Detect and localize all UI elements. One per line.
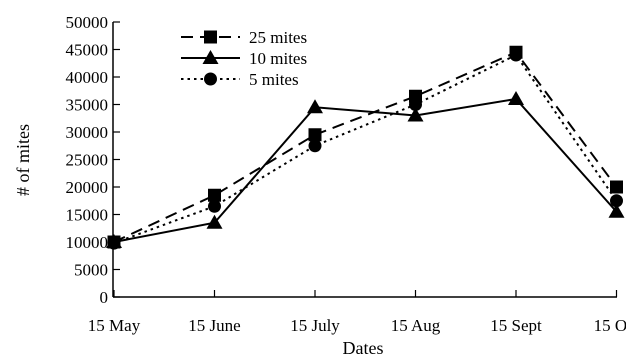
series-line [113, 51, 618, 243]
data-point [509, 48, 523, 62]
data-point [308, 128, 322, 142]
series-line [113, 97, 618, 243]
legend-item: 25 mites [181, 28, 307, 47]
y-axis-title: # of mites [13, 124, 33, 196]
y-tick-label: 40000 [66, 68, 109, 87]
series-line [113, 53, 618, 245]
data-point [610, 194, 623, 208]
series-2 [107, 48, 623, 250]
y-tick-label: 30000 [66, 123, 109, 142]
y-tick-label: 0 [100, 288, 109, 307]
series-layer [106, 45, 625, 250]
legend-item: 10 mites [181, 49, 307, 68]
data-point [407, 107, 424, 122]
axes [112, 22, 617, 298]
data-point [208, 199, 221, 213]
legend-swatch-marker [204, 72, 217, 86]
y-tick-label: 15000 [66, 206, 109, 225]
y-tick-label: 50000 [66, 13, 109, 32]
x-tick-label: 15 May [88, 316, 141, 335]
y-tick-label: 20000 [66, 178, 109, 197]
legend-label: 10 mites [249, 49, 307, 68]
legend: 25 mites 10 mites 5 mites [181, 28, 307, 89]
series-1 [106, 91, 625, 248]
x-tick-label: 15 July [290, 316, 340, 335]
y-tick-label: 25000 [66, 151, 109, 170]
x-tick-label: 15 Oct [594, 316, 626, 335]
x-axis-title: Dates [343, 338, 384, 358]
legend-swatch-marker [202, 50, 219, 64]
legend-label: 5 mites [249, 70, 299, 89]
x-tick-label: 15 Aug [391, 316, 441, 335]
data-point [608, 203, 625, 218]
y-tick-label: 45000 [66, 41, 109, 60]
x-tick-label: 15 Sept [490, 316, 542, 335]
data-point [208, 188, 221, 202]
y-tick-label: 10000 [66, 233, 109, 252]
x-tick-label: 15 June [188, 316, 240, 335]
data-point [206, 214, 223, 229]
data-point [307, 99, 323, 114]
y-tick-label: 35000 [66, 96, 109, 115]
data-point [508, 91, 524, 105]
series-0 [107, 45, 623, 249]
data-point [308, 139, 322, 153]
legend-item: 5 mites [181, 70, 299, 89]
legend-label: 25 mites [249, 28, 307, 47]
y-tick-label: 5000 [74, 261, 108, 280]
data-point [107, 236, 121, 250]
x-ticks: 15 May 15 June 15 July 15 Aug 15 Sept 15 Oct [88, 290, 626, 335]
data-point [409, 98, 422, 111]
data-point [610, 180, 623, 194]
y-ticks: 0 5000 10000 15000 20000 25000 30000 35000 40000… [66, 13, 120, 307]
legend-swatch-marker [204, 30, 217, 44]
